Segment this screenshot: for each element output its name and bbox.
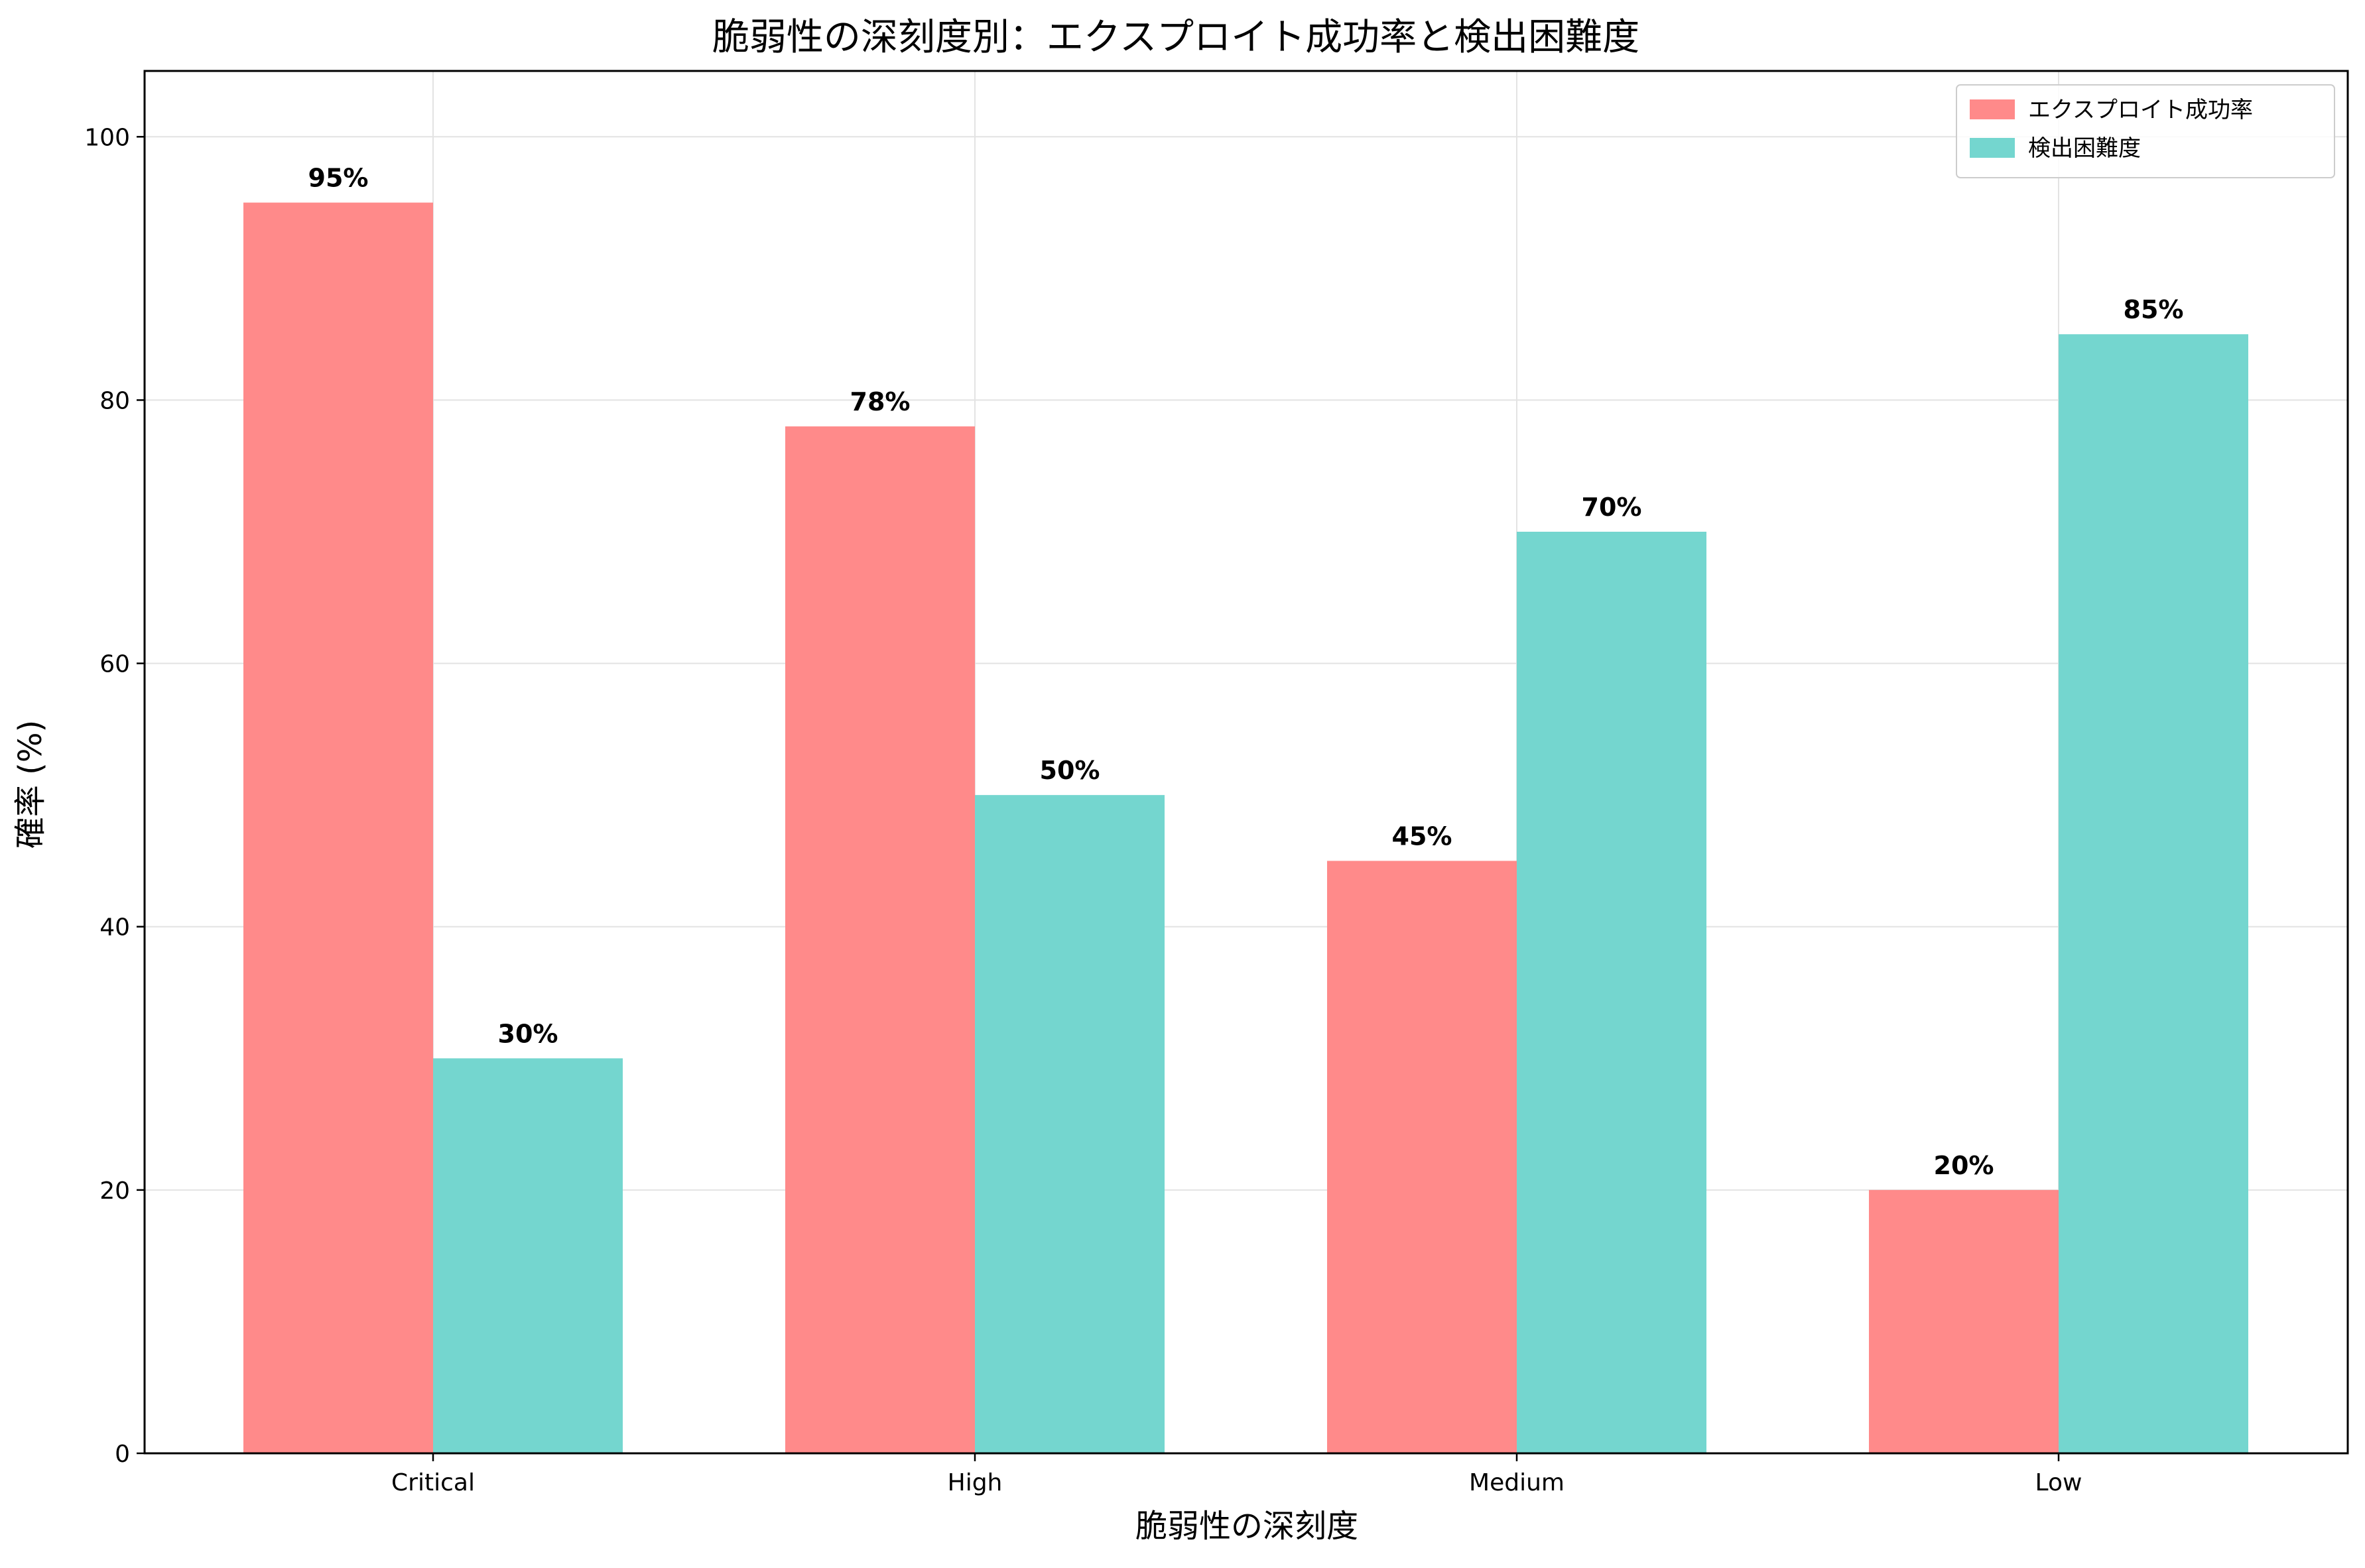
data-label: 95%: [308, 164, 369, 193]
bar: [433, 1058, 623, 1453]
bar: [1327, 861, 1517, 1453]
y-axis-label: 確率 (%): [12, 720, 49, 849]
data-label: 70%: [1582, 493, 1642, 522]
chart-title: 脆弱性の深刻度別：エクスプロイト成功率と検出困難度: [712, 16, 1639, 59]
x-tick-label: Low: [2035, 1469, 2082, 1496]
data-label: 45%: [1392, 821, 1452, 851]
data-label: 20%: [1934, 1151, 1994, 1180]
y-tick-label: 20: [99, 1177, 130, 1205]
bar: [1869, 1189, 2059, 1453]
data-label: 78%: [850, 387, 911, 416]
bar: [785, 426, 975, 1454]
plot-frame: [143, 70, 2349, 1455]
x-axis-label: 脆弱性の深刻度: [1135, 1508, 1358, 1545]
legend-swatch: [1970, 99, 2015, 119]
bar: [243, 202, 433, 1454]
data-label: 85%: [2124, 295, 2184, 324]
data-labels: 95% 78% 45% 20% 30% 50% 70% 85%: [308, 164, 2184, 1180]
x-tick-label: Critical: [391, 1469, 475, 1496]
y-tick-label: 100: [84, 124, 130, 151]
y-tick-label: 40: [99, 914, 130, 941]
y-tick-label: 0: [115, 1441, 130, 1468]
legend-label: エクスプロイト成功率: [2028, 97, 2253, 123]
data-label: 30%: [498, 1019, 558, 1048]
ticks: 0 20 40 60 80 100 Critical High Medium Low: [84, 124, 2082, 1496]
bars: [243, 202, 2248, 1454]
bar: [1517, 532, 1706, 1453]
bar: [975, 795, 1165, 1453]
legend-label: 検出困難度: [2028, 135, 2141, 162]
y-tick-label: 80: [99, 387, 130, 414]
legend-frame: [1956, 84, 2335, 178]
bar: [2059, 334, 2248, 1454]
y-tick-label: 60: [99, 651, 130, 678]
legend-swatch: [1970, 138, 2015, 158]
x-tick-label: High: [948, 1469, 1003, 1496]
data-label: 50%: [1040, 756, 1100, 785]
x-tick-label: Medium: [1469, 1469, 1565, 1496]
